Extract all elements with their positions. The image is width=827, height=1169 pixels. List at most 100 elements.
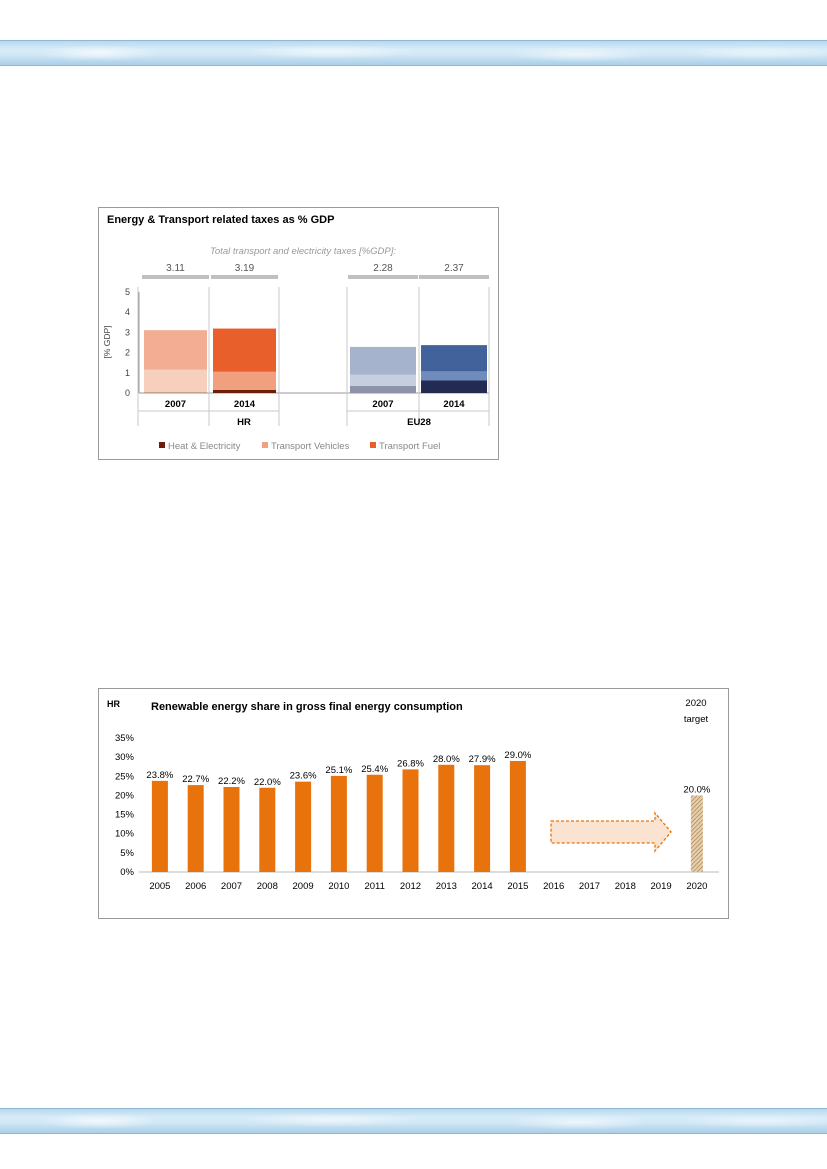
y-tick-label: 0 bbox=[125, 388, 130, 398]
bar-segment bbox=[421, 380, 487, 393]
bar bbox=[474, 765, 491, 872]
bar-segment bbox=[213, 328, 276, 372]
legend-label: Heat & Electricity bbox=[168, 441, 241, 452]
x-tick-label: 2007 bbox=[372, 399, 393, 410]
bar bbox=[187, 785, 204, 872]
data-label: 26.8% bbox=[397, 758, 424, 769]
bars bbox=[151, 760, 703, 872]
data-label: 29.0% bbox=[504, 750, 531, 761]
total-marker-bar bbox=[348, 275, 418, 279]
data-label-bg bbox=[144, 768, 175, 780]
legend-swatch bbox=[262, 442, 268, 448]
bar-segment bbox=[144, 369, 207, 392]
x-tick-label: 2014 bbox=[234, 399, 256, 410]
x-tick-label: 2018 bbox=[615, 881, 636, 892]
y-tick-label: 20% bbox=[115, 790, 135, 801]
total-label: 3.19 bbox=[235, 263, 255, 274]
x-tick-label: 2017 bbox=[579, 881, 600, 892]
y-tick-label: 5% bbox=[120, 848, 134, 859]
x-tick-label: 2007 bbox=[165, 399, 186, 410]
x-tick-label: 2005 bbox=[149, 881, 170, 892]
target-label-text: target bbox=[684, 714, 709, 725]
bar bbox=[295, 781, 312, 872]
data-label: 25.1% bbox=[325, 765, 352, 776]
x-axis-labels: 2005 2006 2007 2008 2009 2010 2011 2012 2013 2014… bbox=[149, 881, 707, 892]
data-label-bg bbox=[359, 762, 390, 774]
data-label-bg bbox=[395, 757, 426, 769]
legend-label: Transport Fuel bbox=[379, 441, 440, 452]
legend-label: Transport Vehicles bbox=[271, 441, 350, 452]
chart-title: Energy & Transport related taxes as % GD… bbox=[107, 214, 334, 226]
energy-transport-taxes-chart: Energy & Transport related taxes as % GD… bbox=[98, 207, 499, 460]
bar bbox=[438, 764, 455, 872]
y-tick-label: 5 bbox=[125, 287, 130, 297]
bar-segment bbox=[144, 391, 207, 393]
group-label: EU28 bbox=[407, 417, 431, 428]
data-label-bg bbox=[323, 763, 354, 775]
bar bbox=[223, 787, 240, 872]
data-label-bg bbox=[502, 748, 533, 760]
renewable-chart-canvas: HR Renewable energy share in gross final… bbox=[107, 698, 719, 892]
bar bbox=[402, 769, 419, 872]
y-tick-label: 3 bbox=[125, 327, 130, 337]
footer-band bbox=[0, 1108, 827, 1134]
x-tick-label: 2006 bbox=[185, 881, 206, 892]
data-label-bg bbox=[180, 773, 211, 785]
y-tick-label: 0% bbox=[120, 867, 134, 878]
trend-arrow-icon bbox=[550, 811, 672, 853]
total-label: 3.11 bbox=[166, 263, 185, 274]
data-labels: 23.8% 22.7% 22.2% 22.0% 23.6% 25.1% 25.4% 26.8%… bbox=[144, 748, 712, 795]
bar bbox=[151, 780, 168, 872]
y-tick-label: 1 bbox=[125, 368, 130, 378]
data-label: 22.0% bbox=[254, 777, 281, 788]
arrow-shape bbox=[550, 811, 672, 853]
x-tick-label: 2019 bbox=[651, 881, 672, 892]
target-label-year: 2020 bbox=[685, 698, 706, 709]
bar-segment bbox=[144, 330, 207, 370]
bar-segment bbox=[421, 371, 487, 381]
y-tick-label: 10% bbox=[115, 829, 135, 840]
bar-segment bbox=[213, 371, 276, 390]
data-label: 20.0% bbox=[683, 784, 710, 795]
bar bbox=[509, 760, 526, 872]
total-label: 2.28 bbox=[373, 263, 393, 274]
x-tick-label: 2007 bbox=[221, 881, 242, 892]
region-label: HR bbox=[107, 699, 120, 709]
bar-segment bbox=[213, 389, 276, 393]
data-label: 22.7% bbox=[182, 774, 209, 785]
data-label: 27.9% bbox=[469, 754, 496, 765]
bar bbox=[366, 774, 383, 872]
bar-segment bbox=[350, 346, 416, 375]
data-label-bg bbox=[216, 775, 247, 787]
y-tick-label: 4 bbox=[125, 307, 130, 317]
y-tick-label: 2 bbox=[125, 348, 130, 358]
total-marker-bar bbox=[419, 275, 489, 279]
x-tick-label: 2008 bbox=[257, 881, 278, 892]
x-tick-label: 2012 bbox=[400, 881, 421, 892]
stacked-bars bbox=[144, 328, 487, 393]
x-tick-label: 2020 bbox=[686, 881, 707, 892]
bar-segment bbox=[350, 385, 416, 393]
bar-segment bbox=[350, 374, 416, 386]
x-tick-label: 2010 bbox=[328, 881, 349, 892]
y-tick-label: 15% bbox=[115, 810, 135, 821]
data-label-bg bbox=[288, 769, 319, 781]
legend-swatch bbox=[370, 442, 376, 448]
y-axis-label: [% GDP] bbox=[102, 325, 112, 358]
legend-swatch bbox=[159, 442, 165, 448]
legend: Heat & Electricity Transport Vehicles Tran… bbox=[159, 441, 440, 452]
data-label-bg bbox=[252, 775, 283, 787]
data-label: 28.0% bbox=[433, 754, 460, 765]
data-label-bg bbox=[681, 783, 712, 795]
chart-title: Renewable energy share in gross final en… bbox=[151, 701, 463, 713]
header-band bbox=[0, 40, 827, 66]
chart-subtitle: Total transport and electricity taxes [%… bbox=[210, 246, 396, 257]
x-tick-label: 2014 bbox=[472, 881, 493, 892]
total-marker-bar bbox=[211, 275, 278, 279]
taxes-chart-canvas: Energy & Transport related taxes as % GD… bbox=[102, 214, 490, 452]
x-axis-labels: 2007 2014 2007 2014 HR EU28 bbox=[165, 399, 465, 428]
bar bbox=[259, 787, 276, 872]
data-label-bg bbox=[431, 752, 462, 764]
bar bbox=[330, 775, 347, 872]
target-bar bbox=[690, 795, 703, 872]
